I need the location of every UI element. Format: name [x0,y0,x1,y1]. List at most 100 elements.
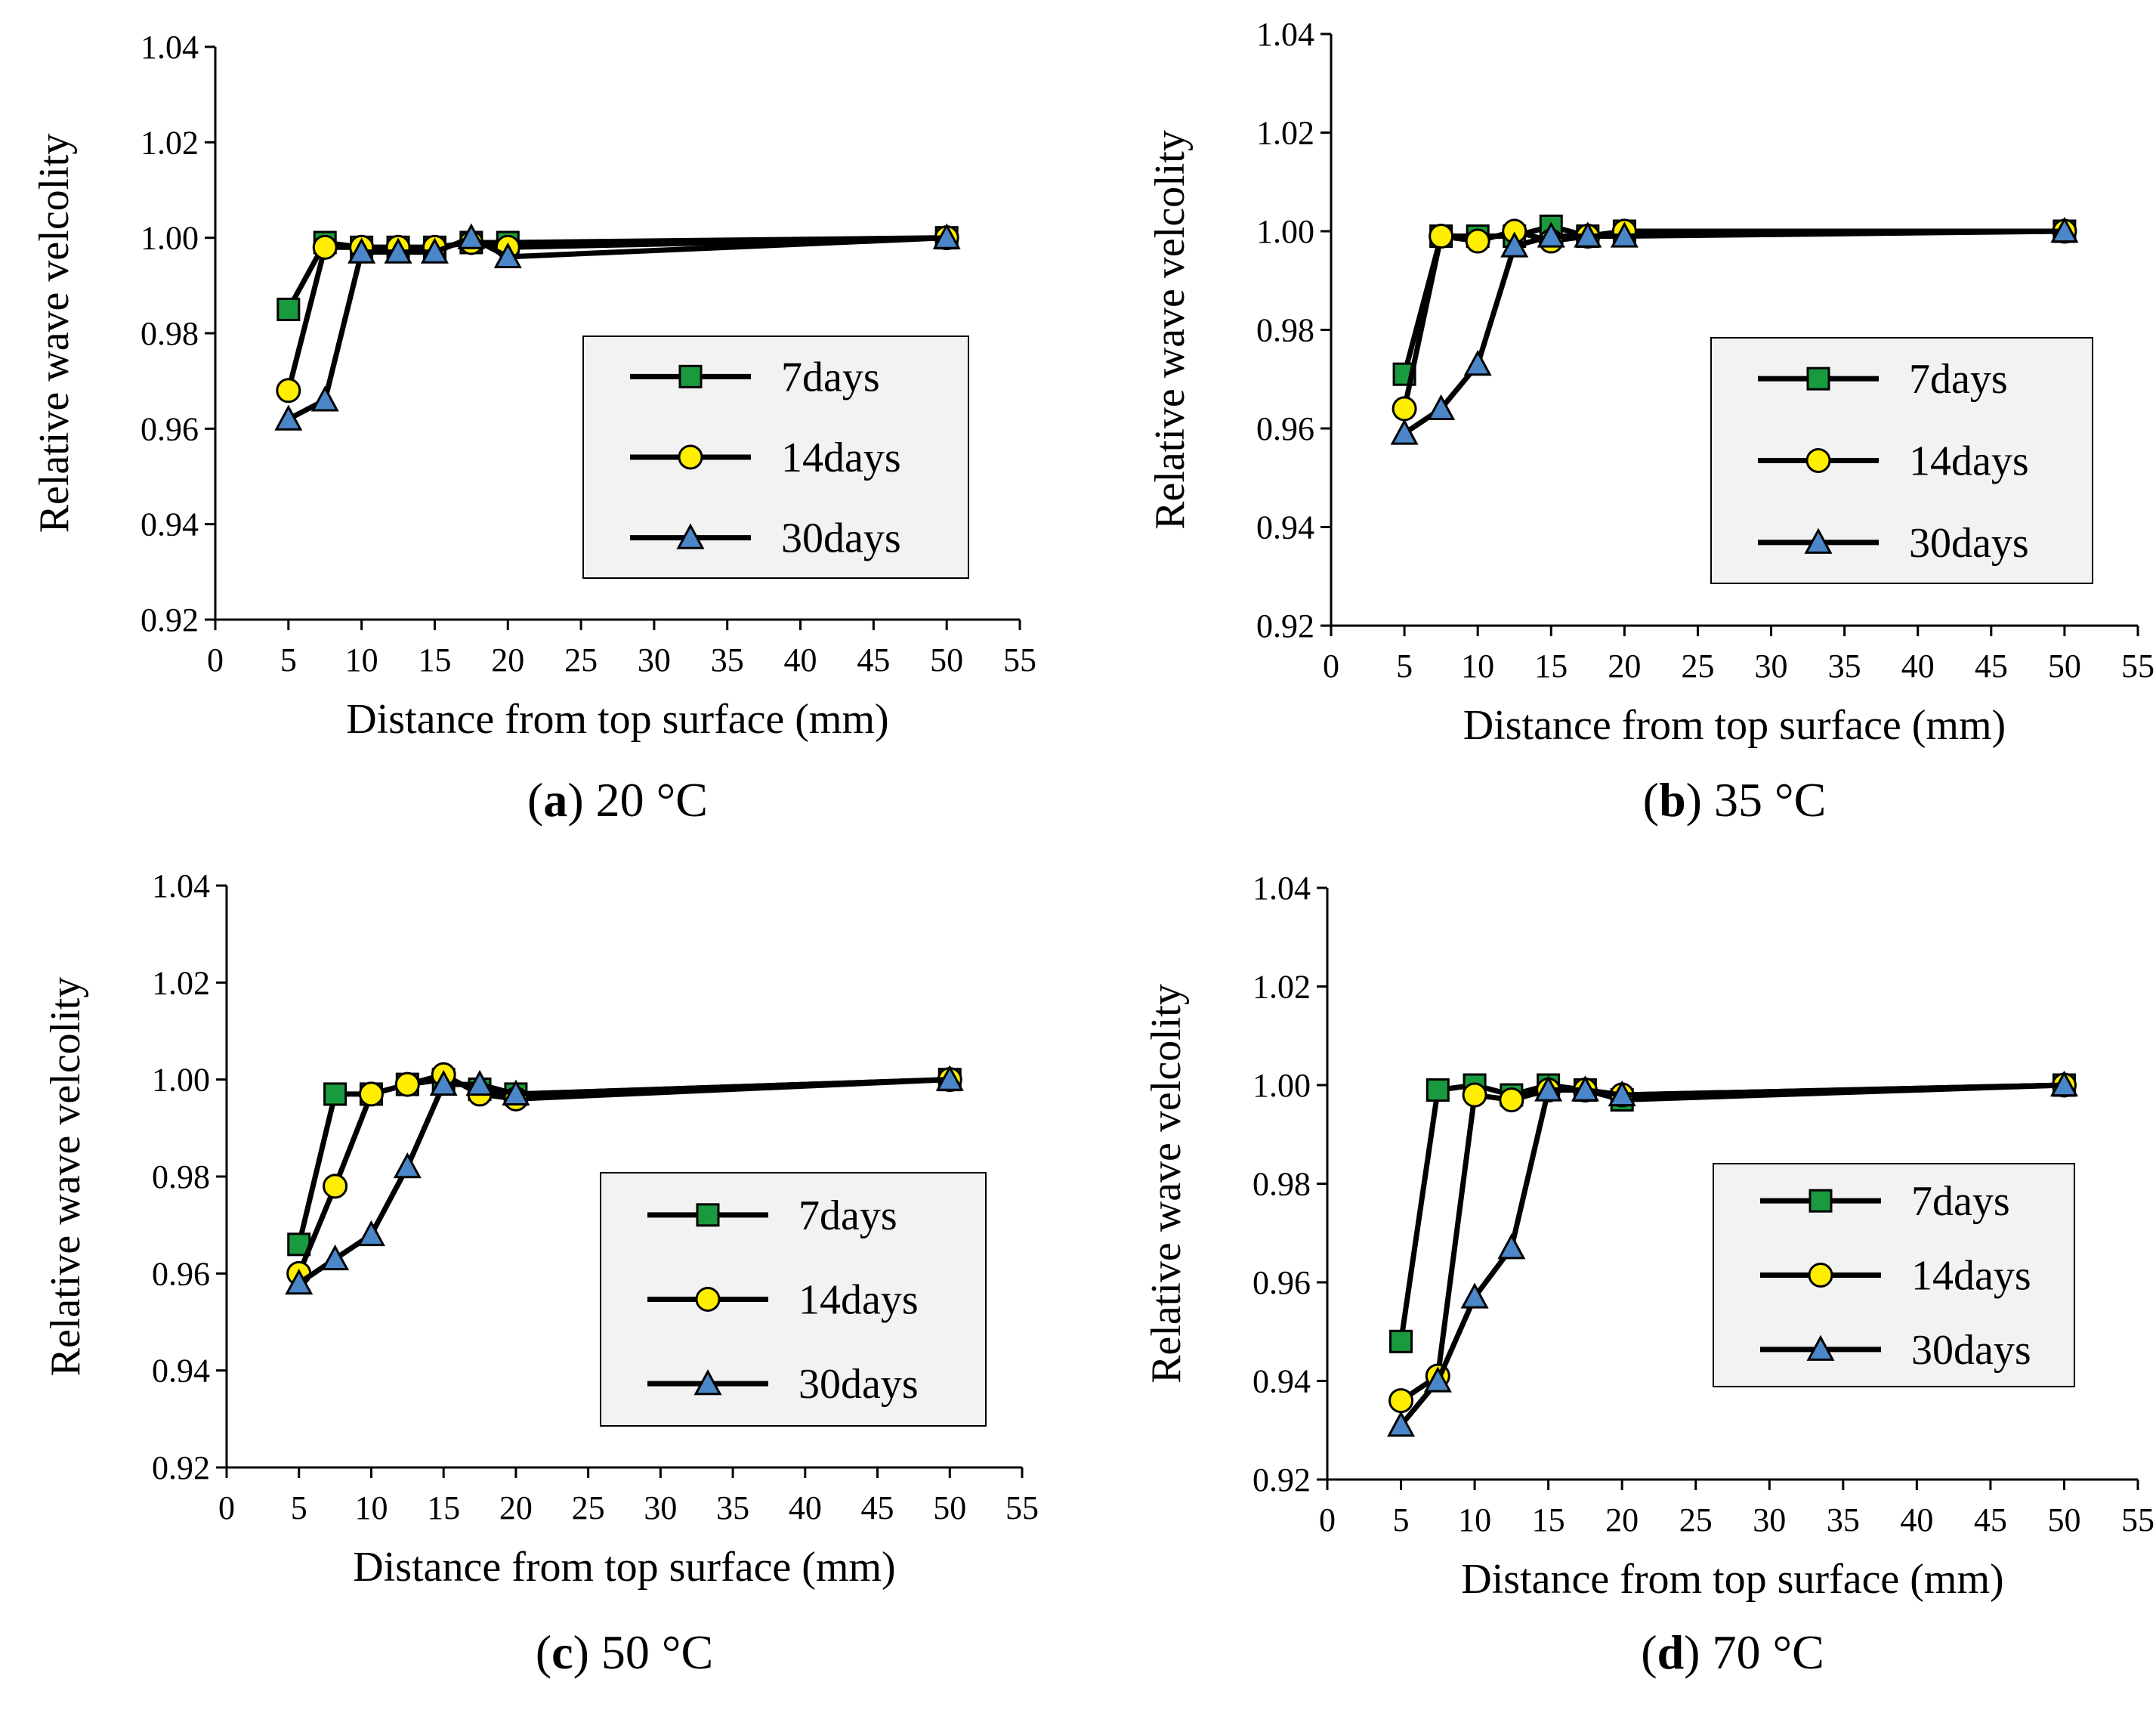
chart-d-x-tick-label: 35 [1827,1501,1860,1538]
chart-d-series-30days-point [2049,1070,2078,1097]
chart-a-series-30days-point [420,237,449,264]
chart-d-x-tick-label: 20 [1605,1501,1639,1538]
chart-a-series-7days-point [276,297,301,321]
chart-c-y-tick-label: 0.98 [152,1158,210,1195]
chart-b-caption: (b) 35 °C [1643,773,1827,827]
chart-b-series-14days-point [1465,228,1490,254]
chart-a-series-30days-point [493,242,522,269]
chart-b-y-axis-label: Relative wave velcolity [1147,130,1194,530]
chart-a-x-tick-label: 40 [784,642,817,679]
chart-c-y-tick-label: 1.04 [152,867,210,904]
chart-d-series-30days-point [1571,1075,1599,1102]
chart-d-series-14days-point [1388,1388,1414,1414]
chart-a-series-30days-point [347,237,376,264]
chart-c-x-tick-label: 55 [1005,1489,1039,1526]
chart-a-x-tick-label: 35 [711,642,744,679]
chart-c-series-30days-point [357,1220,385,1247]
chart-b-legend-marker-7days [1806,366,1830,391]
chart-b-legend-marker-14days [1805,448,1831,473]
chart-b-x-tick-label: 30 [1755,648,1788,685]
chart-c-x-tick-label: 35 [716,1489,749,1526]
chart-c-series-14days-point [394,1071,420,1097]
chart-b-caption-open: ( [1643,773,1659,827]
chart-c-x-tick-label: 0 [218,1489,235,1526]
chart-c-y-axis-label: Relative wave velcolity [42,977,89,1377]
chart-d: 0.92 0.94 0.96 0.98 1.00 1.02 1.04 0 5 10 15 20 25 30… [1143,870,2154,1679]
chart-d-caption-close: ) [1684,1625,1712,1679]
chart-b-x-axis-label: Distance from top surface (mm) [1463,702,2006,749]
chart-a: 0.92 0.94 0.96 0.98 1.00 1.02 1.04 0 5 10 15 20 25 30… [31,29,1036,827]
chart-b-caption-letter: b [1659,773,1686,827]
chart-c-x-tick-label: 25 [572,1489,605,1526]
chart-a-series-30days [274,223,961,431]
chart-d-caption-text: 70 °C [1712,1625,1824,1679]
chart-b-caption-text: 35 °C [1714,773,1826,827]
chart-c-x-tick-label: 30 [644,1489,677,1526]
chart-c-x-tick-label: 20 [499,1489,533,1526]
chart-c-legend-label-14days: 14days [798,1277,919,1324]
chart-b-x-tick-label: 0 [1323,648,1339,685]
chart-b-x-tick-label: 50 [2048,648,2081,685]
chart-b-series-30days-point [1463,350,1492,376]
chart-c-x-tick-label: 5 [291,1489,307,1526]
chart-d-series-7days-point [1389,1329,1413,1353]
chart-a-x-tick-label: 30 [638,642,671,679]
chart-d-series-14days-point [1462,1082,1487,1108]
chart-c-y-tick-label: 0.94 [152,1353,210,1390]
chart-c-y-tick-label: 1.00 [152,1062,210,1099]
chart-b-x-tick-label: 45 [1975,648,2008,685]
chart-a-series-30days-point [457,223,486,249]
chart-b-y-tick-label: 0.96 [1256,410,1314,447]
chart-b-x-tick-label: 25 [1681,648,1714,685]
chart-c-series-30days-point [393,1152,422,1179]
chart-c-caption-text: 50 °C [601,1625,713,1679]
chart-b-series-30days-point [1537,221,1565,248]
chart-c-y-tick-label: 0.96 [152,1255,210,1292]
chart-a-y-tick-label: 1.04 [141,29,199,66]
chart-a-caption-letter: a [543,773,567,827]
chart-d-series-30days-point [1387,1411,1416,1437]
chart-a-y-tick-label: 0.98 [141,315,199,352]
chart-c-caption-close: ) [573,1625,601,1679]
chart-b-y-tick-label: 1.04 [1256,16,1314,53]
chart-d-y-tick-label: 0.98 [1253,1166,1311,1203]
chart-c-series-30days-point [465,1069,494,1096]
chart-d-series-30days-point [1497,1233,1526,1260]
chart-b-legend-label-30days: 30days [1909,520,2029,567]
chart-d-y-tick-label: 1.00 [1253,1067,1311,1104]
chart-a-caption-close: ) [567,773,595,827]
chart-a-x-tick-label: 5 [280,642,297,679]
chart-a-series-30days-point [310,385,339,412]
chart-a-x-tick-label: 20 [491,642,524,679]
chart-c-series-7days-point [323,1082,347,1106]
chart-d-series-7days-point [1425,1078,1450,1102]
chart-c-x-tick-label: 40 [789,1489,822,1526]
chart-d-series-30days-point [1460,1282,1489,1309]
chart-a-legend: 7days 14days 30days [582,336,969,579]
chart-b-x-tick-label: 40 [1901,648,1935,685]
chart-c-series-30days-point [502,1079,530,1106]
chart-c-x-axis-label: Distance from top surface (mm) [353,1544,895,1591]
chart-d-legend-label-14days: 14days [1911,1253,2031,1300]
chart-a-legend-marker-30days [676,523,705,549]
chart-a-caption-text: 20 °C [596,773,708,827]
chart-b-legend: 7days 14days 30days [1710,337,2093,584]
chart-a-legend-marker-7days [678,364,703,388]
chart-d-x-tick-label: 25 [1679,1501,1713,1538]
chart-c-legend-label-7days: 7days [798,1192,897,1239]
chart-a-legend-label-30days: 30days [781,515,901,562]
chart-d-y-tick-label: 0.96 [1253,1264,1311,1301]
chart-c-legend-marker-14days [695,1287,721,1312]
chart-d-legend-label-7days: 7days [1911,1178,2010,1225]
chart-d-x-tick-label: 0 [1319,1501,1336,1538]
chart-d-x-tick-label: 30 [1753,1501,1786,1538]
chart-a-series-14days-point [312,234,338,260]
chart-d-series-14days-point [1499,1087,1524,1113]
chart-b-series-14days-point [1392,396,1417,422]
chart-d-series-30days [1387,1070,2078,1437]
chart-b-series-30days-point [2050,216,2079,243]
chart-c-series-30days-point [285,1269,314,1295]
chart-d-x-tick-label: 45 [1974,1501,2007,1538]
chart-a-x-tick-label: 15 [418,642,451,679]
